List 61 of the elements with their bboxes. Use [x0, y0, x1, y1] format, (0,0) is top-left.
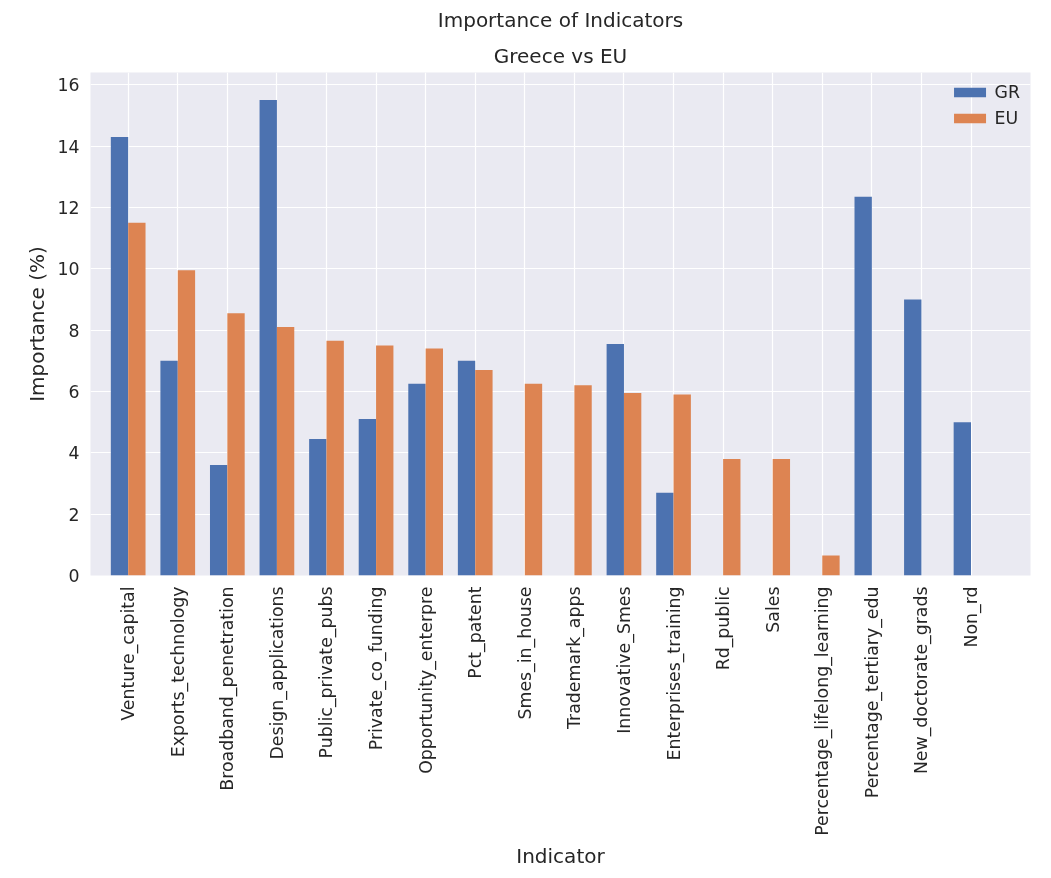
- x-tick-label: Non_rd: [961, 586, 983, 648]
- bar: [457, 360, 476, 576]
- y-tick-label: 0: [68, 566, 80, 586]
- bar: [772, 458, 791, 576]
- bar: [425, 348, 443, 576]
- x-tick-label: Innovative_Smes: [613, 586, 635, 734]
- x-tick-label: Trademark_apps: [564, 586, 586, 730]
- x-tick-label: Private_co_funding: [366, 586, 388, 751]
- legend-label: GR: [994, 82, 1020, 102]
- bar: [854, 196, 872, 576]
- x-tick-label: Design_applications: [266, 586, 288, 760]
- bar: [259, 100, 277, 576]
- bar: [656, 492, 674, 576]
- bar: [276, 327, 295, 576]
- x-tick-label: Exports_technology: [167, 586, 189, 758]
- bar: [408, 383, 426, 576]
- x-tick-label: Pct_patent: [465, 586, 487, 679]
- x-tick-label: New_doctorate_grads: [911, 586, 933, 775]
- y-axis-title: Importance (%): [25, 246, 50, 402]
- x-tick-label: Public_private_pubs: [316, 586, 338, 759]
- bar: [110, 136, 129, 576]
- y-tick-label: 10: [57, 259, 80, 280]
- legend-label: EU: [994, 108, 1019, 128]
- x-axis-title: Indicator: [516, 843, 606, 868]
- x-tick-label: Percentage_tertiary_edu: [861, 586, 883, 799]
- bar: [822, 555, 840, 576]
- x-tick-label: Venture_capital: [118, 586, 140, 721]
- y-tick-label: 8: [68, 320, 80, 341]
- bar: [606, 343, 624, 576]
- y-tick-label: 16: [57, 75, 80, 96]
- bar: [524, 383, 543, 576]
- x-tick-label: Enterprises_training: [663, 586, 685, 761]
- y-tick-label: 12: [57, 197, 80, 218]
- x-tick-label: Broadband_penetration: [217, 586, 239, 791]
- chart-title: Importance of Indicators: [437, 7, 684, 32]
- y-tick-label: 6: [68, 381, 80, 402]
- bar: [128, 222, 146, 576]
- bar: [358, 419, 377, 576]
- y-tick-label: 2: [68, 504, 80, 525]
- chart-subtitle: Greece vs EU: [493, 43, 628, 68]
- bar: [160, 360, 178, 576]
- x-tick-label: Percentage_lifelong_learning: [812, 586, 834, 836]
- bar: [574, 385, 592, 576]
- bar: [475, 370, 493, 576]
- x-tick-label: Smes_in_house: [514, 586, 536, 720]
- y-tick-label: 14: [57, 136, 80, 157]
- bar: [904, 299, 922, 576]
- y-tick-label: 4: [68, 443, 80, 464]
- bar: [209, 465, 228, 576]
- x-tick-label: Rd_public: [713, 586, 735, 671]
- bar: [376, 345, 394, 576]
- bar: [723, 458, 741, 576]
- bar: [953, 422, 972, 576]
- bar: [227, 313, 245, 576]
- bar: [673, 394, 691, 576]
- bar: [623, 393, 642, 576]
- bar: [326, 340, 344, 576]
- bar: [309, 439, 327, 576]
- x-tick-label: Opportunity_enterpre: [415, 586, 437, 774]
- x-tick-label: Sales: [762, 586, 783, 633]
- bar: [177, 270, 196, 576]
